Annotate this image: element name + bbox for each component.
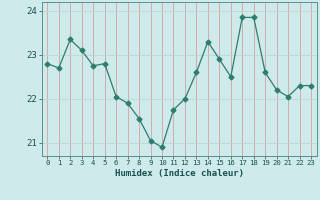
X-axis label: Humidex (Indice chaleur): Humidex (Indice chaleur): [115, 169, 244, 178]
